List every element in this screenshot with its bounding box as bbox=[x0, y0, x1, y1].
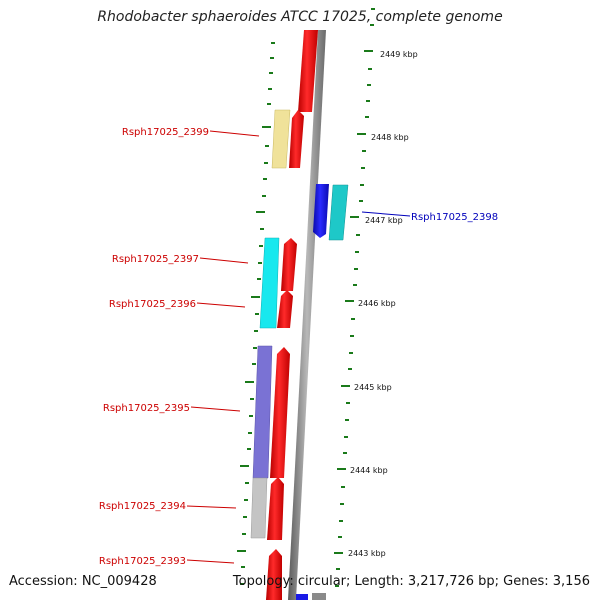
cds-feature[interactable] bbox=[266, 549, 282, 600]
map-title: Rhodobacter sphaeroides ATCC 17025, comp… bbox=[97, 9, 503, 25]
leader-line bbox=[186, 505, 237, 509]
leader-line bbox=[199, 257, 249, 264]
gene-label[interactable]: Rsph17025_2399 bbox=[122, 127, 209, 138]
leader-line bbox=[186, 559, 235, 564]
cds-feature[interactable] bbox=[289, 110, 304, 168]
leader-line bbox=[209, 130, 260, 137]
cds-feature[interactable] bbox=[270, 347, 290, 478]
gene-label[interactable]: Rsph17025_2396 bbox=[109, 299, 196, 310]
gene-label[interactable]: Rsph17025_2398 bbox=[411, 212, 498, 223]
outer-tick-marks bbox=[334, 8, 375, 587]
kbp-label: 2444 kbp bbox=[350, 466, 388, 475]
cds-reverse-blue[interactable] bbox=[313, 184, 329, 238]
backbone-bottom-gray bbox=[312, 593, 326, 600]
gene-label[interactable]: Rsph17025_2394 bbox=[99, 501, 186, 512]
cds-cyan-reverse[interactable] bbox=[328, 184, 349, 241]
kbp-label: 2448 kbp bbox=[371, 133, 409, 142]
cds-yellow[interactable] bbox=[271, 109, 291, 169]
cds-cyan-forward[interactable] bbox=[259, 237, 280, 329]
forward-cds-track[interactable] bbox=[266, 30, 318, 600]
genome-backbone bbox=[288, 30, 326, 600]
leader-line bbox=[196, 302, 246, 308]
gene-label[interactable]: Rsph17025_2395 bbox=[103, 403, 190, 414]
cds-purple[interactable] bbox=[252, 345, 273, 479]
cds-gray[interactable] bbox=[250, 477, 268, 539]
cds-feature[interactable] bbox=[267, 477, 284, 540]
kbp-label: 2443 kbp bbox=[348, 549, 386, 558]
kbp-label: 2447 kbp bbox=[365, 216, 403, 225]
gene-label[interactable]: Rsph17025_2397 bbox=[112, 254, 199, 265]
leader-line bbox=[190, 406, 241, 412]
kbp-label: 2449 kbp bbox=[380, 50, 418, 59]
inner-tick-marks bbox=[237, 42, 275, 585]
cds-reverse-blue-bottom[interactable] bbox=[296, 594, 308, 600]
leader-line bbox=[361, 211, 411, 217]
genome-summary-text: Topology: circular; Length: 3,217,726 bp… bbox=[232, 574, 590, 589]
cds-feature[interactable] bbox=[277, 290, 293, 328]
cds-feature[interactable] bbox=[281, 238, 297, 291]
kbp-label: 2446 kbp bbox=[358, 299, 396, 308]
accession-text: Accession: NC_009428 bbox=[9, 574, 157, 589]
cds-feature[interactable] bbox=[298, 30, 318, 112]
kbp-label: 2445 kbp bbox=[354, 383, 392, 392]
gene-label[interactable]: Rsph17025_2393 bbox=[99, 556, 186, 567]
